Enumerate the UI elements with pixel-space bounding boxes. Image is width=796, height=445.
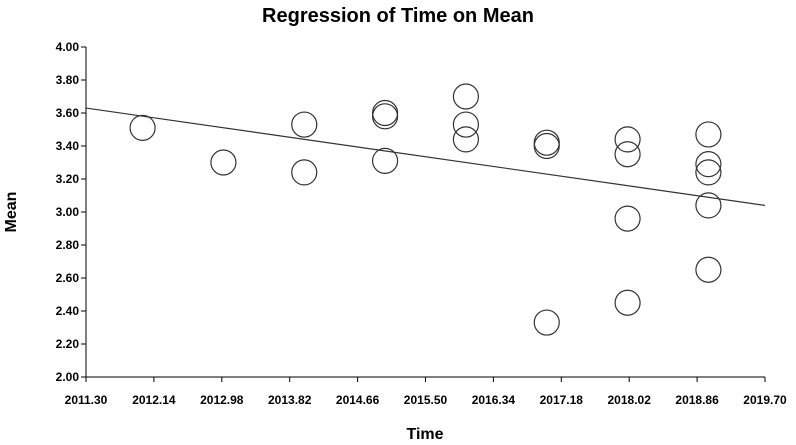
data-point: [695, 256, 722, 283]
x-tick-label: 2018.86: [675, 393, 719, 407]
data-point: [291, 159, 318, 186]
x-tick-label: 2012.98: [200, 393, 244, 407]
x-tick-label: 2014.66: [336, 393, 380, 407]
x-tick-label: 2019.70: [743, 393, 787, 407]
data-point: [371, 147, 399, 174]
y-tick-label: 3.80: [56, 73, 80, 87]
x-tick-label: 2015.50: [404, 393, 448, 407]
y-axis-label: Mean: [3, 192, 20, 233]
y-tick-label: 3.60: [56, 106, 80, 120]
data-point: [614, 126, 641, 153]
x-tick-label: 2012.14: [132, 393, 176, 407]
regression-line-group: [85, 107, 766, 206]
data-point: [210, 149, 237, 176]
data-point: [695, 151, 722, 178]
x-axis-label: Time: [406, 426, 443, 443]
data-point: [291, 111, 318, 138]
data-point: [533, 309, 560, 336]
data-point: [533, 132, 560, 160]
data-point: [452, 126, 480, 153]
data-point: [371, 103, 399, 130]
regression-line: [85, 107, 766, 206]
x-tick-label: 2017.18: [540, 393, 584, 407]
x-tick-label: 2013.82: [268, 393, 312, 407]
y-tick-label: 3.00: [56, 205, 80, 219]
plot-area: [85, 47, 765, 378]
data-point: [695, 192, 722, 219]
data-point: [614, 141, 641, 168]
y-tick-label: 3.20: [56, 172, 80, 186]
data-point: [695, 121, 722, 148]
data-point: [129, 114, 156, 141]
data-point: [614, 289, 641, 316]
y-axis-ticks: 2.00 2.20 2.40 2.60 2.80 3.00 3.20 3.40 3.60 3.80…: [56, 40, 86, 384]
y-tick-label: 4.00: [56, 40, 80, 54]
x-tick-label: 2018.02: [608, 393, 652, 407]
chart-title: Regression of Time on Mean: [262, 5, 534, 27]
y-tick-label: 2.20: [56, 337, 80, 351]
data-point: [614, 205, 641, 232]
x-tick-label: 2011.30: [65, 393, 108, 407]
data-point: [452, 111, 480, 138]
y-tick-label: 2.80: [56, 238, 80, 252]
data-point: [695, 159, 722, 186]
x-axis-ticks: 2011.30 2012.14 2012.98 2013.82 2014.66 2015.…: [65, 377, 787, 407]
y-tick-label: 2.60: [56, 271, 80, 285]
y-tick-label: 3.40: [56, 139, 80, 153]
y-tick-label: 2.00: [56, 370, 80, 384]
data-point: [452, 83, 480, 110]
x-tick-label: 2016.34: [472, 393, 516, 407]
data-points: [129, 83, 722, 336]
y-tick-label: 2.40: [56, 304, 80, 318]
